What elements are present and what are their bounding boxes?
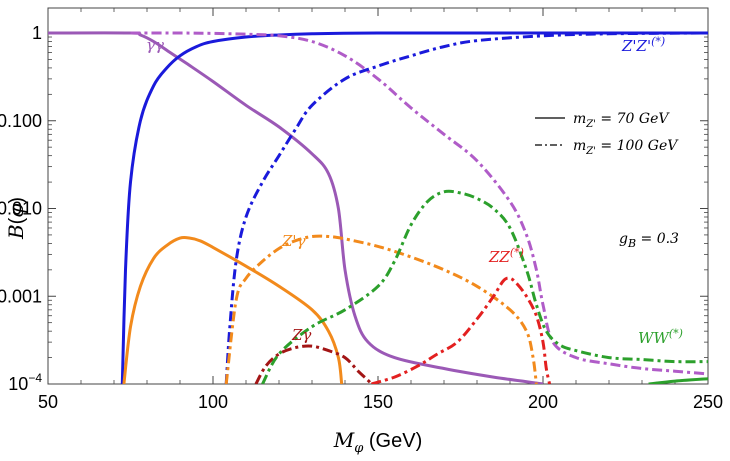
series-gg_dashdot	[130, 31, 708, 376]
x-tick-label: 200	[528, 392, 558, 412]
y-axis: 10−4 0.001 0.010 0.100 1	[0, 23, 708, 394]
label-zp-gamma: Z'γ	[281, 232, 306, 250]
y-tick-label: 0.010	[0, 199, 42, 219]
plot-area	[48, 31, 708, 384]
label-ww: WW(*)	[638, 327, 683, 347]
coupling-annotation: gB = 0.3	[619, 231, 679, 250]
x-axis: 50 100 150 200 250	[38, 8, 723, 412]
series-zpg_solid	[122, 235, 344, 384]
legend: mZ' = 70 GeV mZ' = 100 GeV	[535, 111, 679, 157]
y-tick-label: 1	[32, 23, 42, 43]
series-zpg_dashdot	[224, 234, 538, 384]
x-tick-label: 100	[198, 392, 228, 412]
y-axis-title: B(φ)	[4, 197, 28, 240]
y-tick-label: 0.001	[0, 286, 42, 306]
series-zpzp_solid	[120, 31, 708, 384]
label-z-gamma: Zγ	[291, 326, 311, 344]
plot-frame	[47, 7, 709, 385]
x-axis-title: Mφ (GeV)	[333, 428, 423, 456]
x-tick-label: 250	[693, 392, 723, 412]
legend-dashdot-label: mZ' = 100 GeV	[573, 138, 679, 157]
series-ww_solid	[648, 377, 708, 384]
series-zpzp_dashdot	[224, 31, 708, 384]
label-gamma-gamma: γγ	[146, 36, 164, 54]
series-zz_dashdot	[370, 276, 552, 384]
series-zg_dashdot	[254, 344, 373, 384]
label-zpzp: Z'Z'(*)	[621, 35, 665, 55]
x-tick-label: 150	[363, 392, 393, 412]
legend-solid-label: mZ' = 70 GeV	[573, 111, 670, 130]
series-gg_solid	[48, 31, 544, 384]
y-tick-label: 0.100	[0, 111, 42, 131]
label-zz: ZZ(*)	[488, 246, 524, 266]
series-ww_dashdot	[261, 189, 708, 384]
x-tick-label: 50	[38, 392, 58, 412]
y-tick-label: 10−4	[8, 371, 42, 394]
